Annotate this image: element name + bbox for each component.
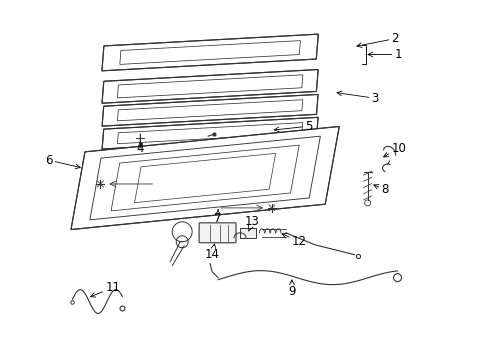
Text: 2: 2 (356, 32, 398, 48)
Text: 6: 6 (45, 154, 80, 169)
Text: 5: 5 (274, 120, 311, 133)
Text: 14: 14 (204, 244, 219, 261)
Text: 8: 8 (373, 184, 388, 197)
Polygon shape (102, 34, 318, 71)
Polygon shape (71, 126, 339, 230)
Text: 7: 7 (214, 210, 222, 225)
Text: 11: 11 (90, 281, 120, 297)
Text: 4: 4 (136, 141, 144, 155)
Polygon shape (102, 94, 317, 126)
Text: 3: 3 (336, 91, 378, 105)
Text: 13: 13 (244, 215, 260, 231)
Bar (240, 228, 255, 238)
Text: 9: 9 (287, 280, 295, 298)
Text: 1: 1 (367, 48, 401, 61)
Text: 12: 12 (282, 234, 306, 248)
FancyBboxPatch shape (199, 223, 236, 243)
Polygon shape (102, 117, 317, 149)
Polygon shape (102, 69, 318, 103)
Text: 10: 10 (383, 141, 406, 157)
